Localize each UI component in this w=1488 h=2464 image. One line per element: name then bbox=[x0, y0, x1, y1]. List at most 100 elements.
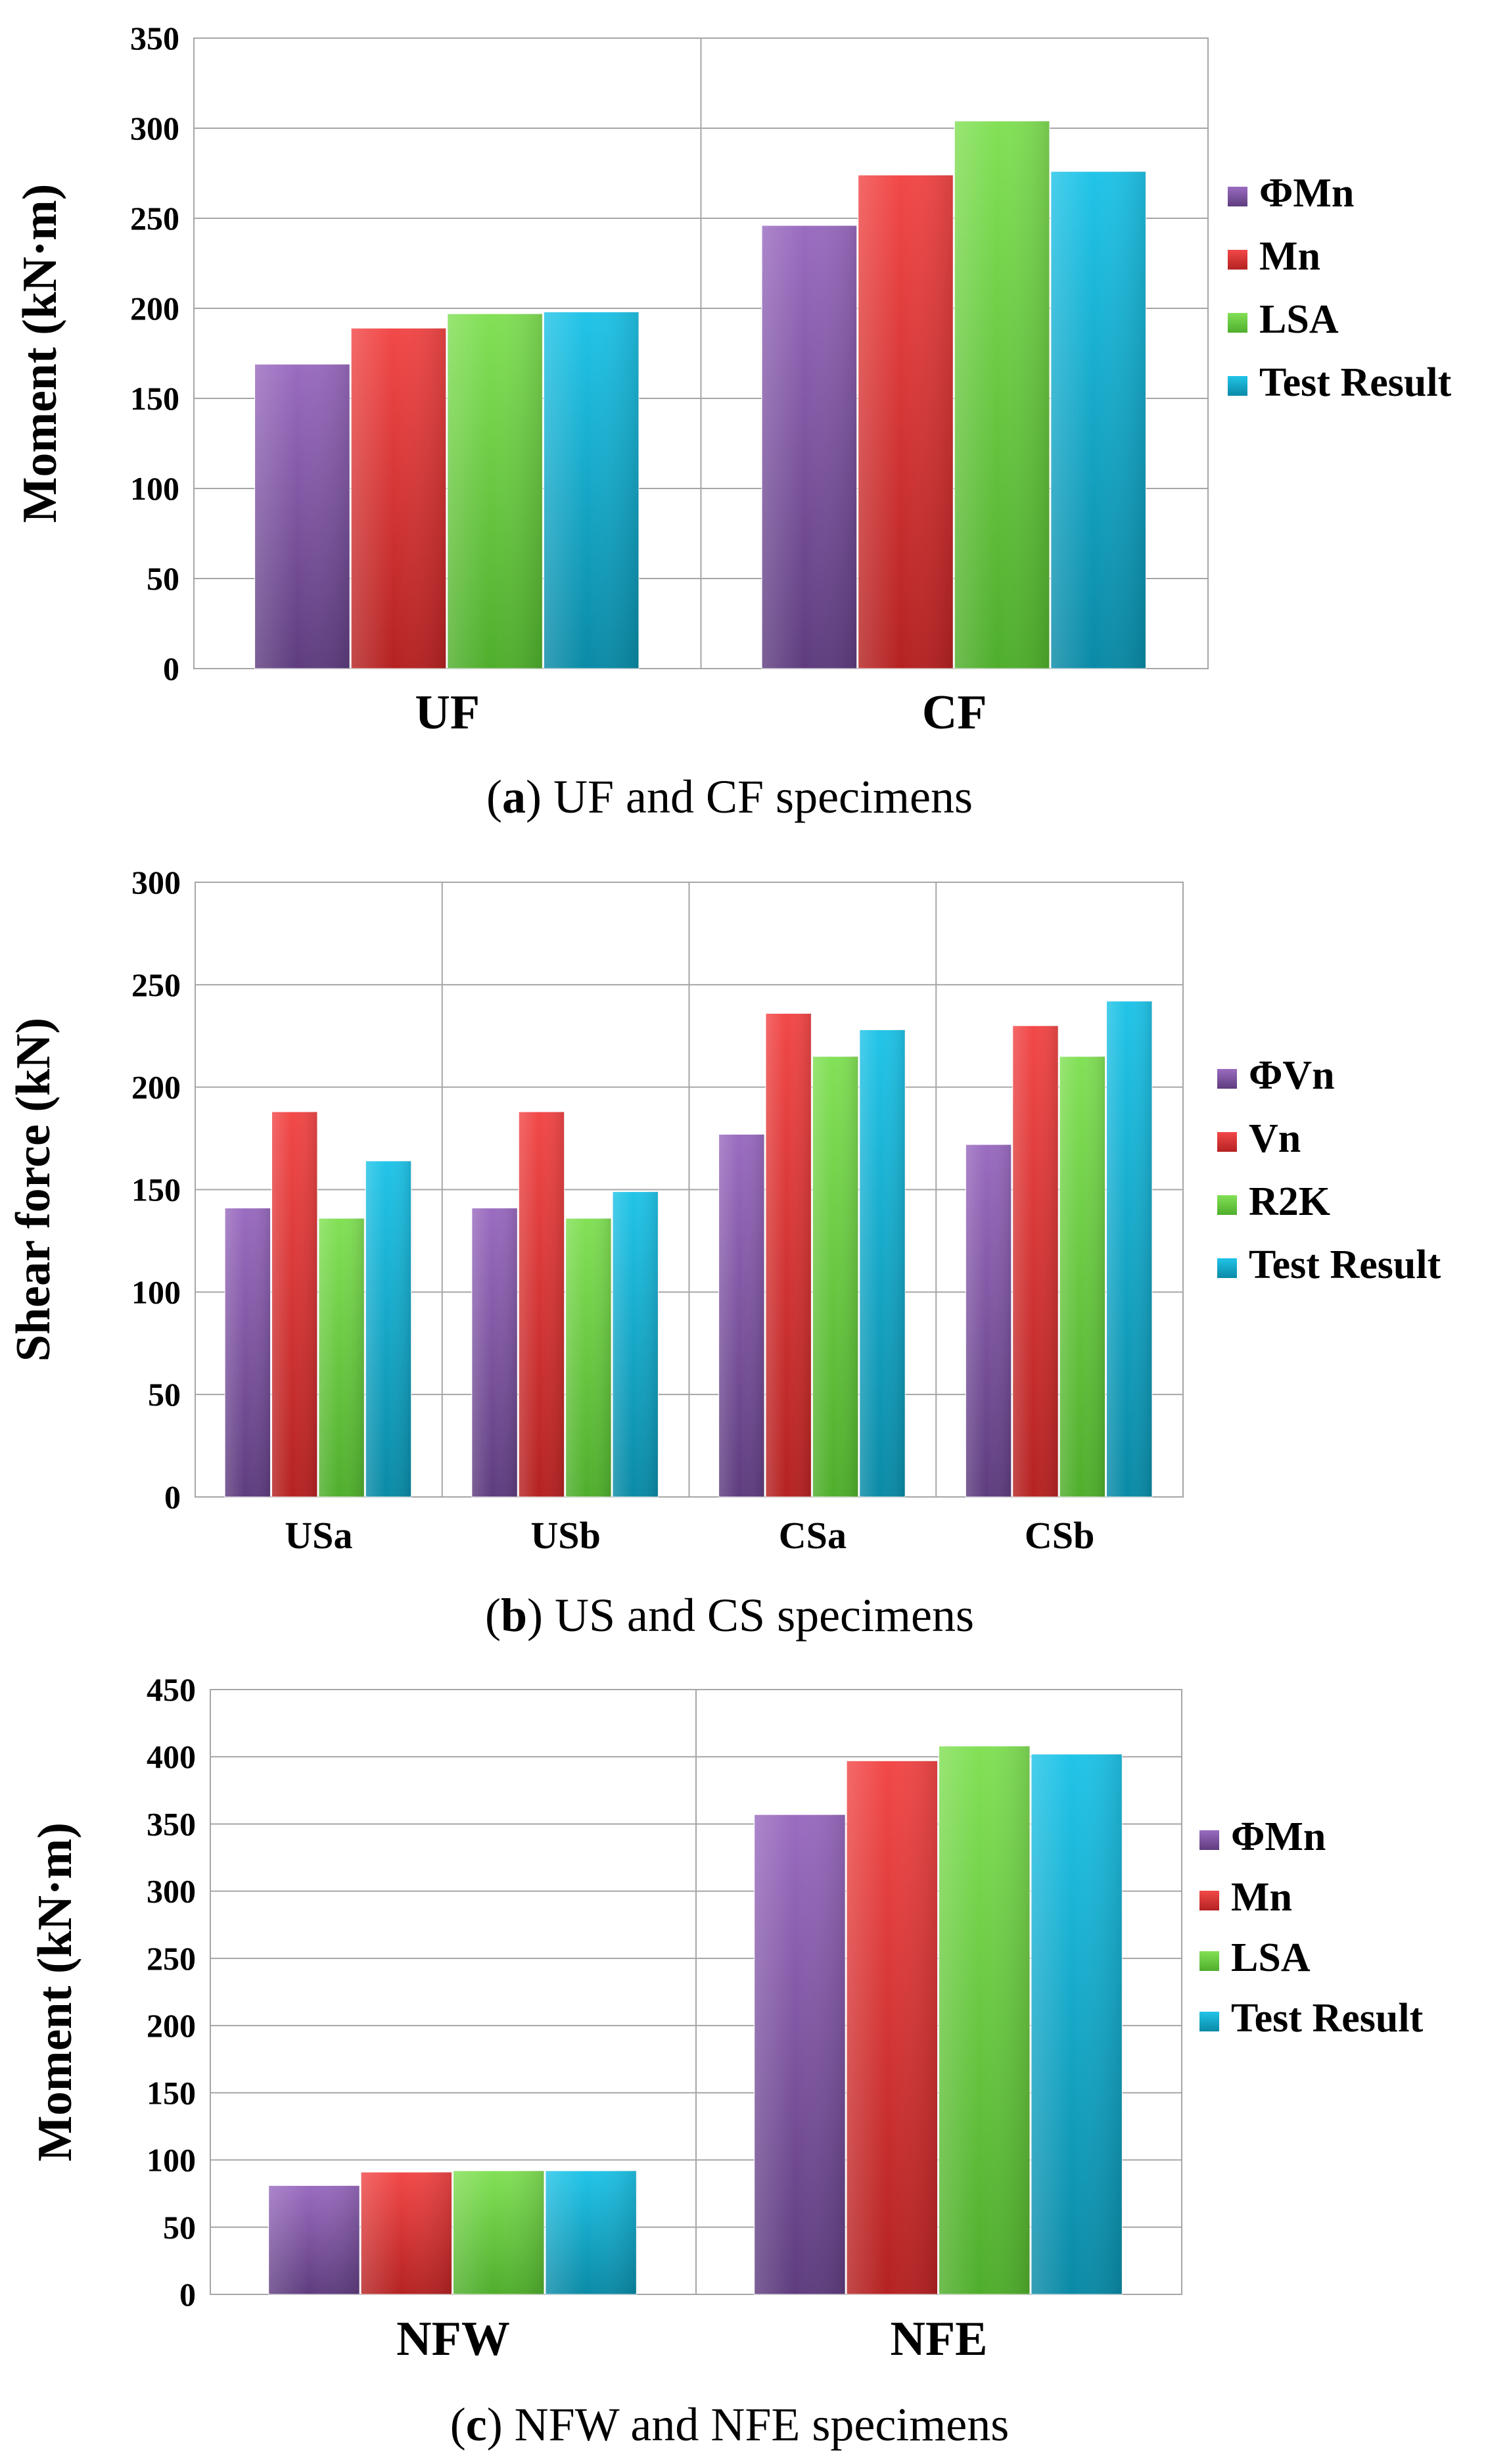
bar-highlight bbox=[254, 364, 350, 669]
bar-highlight bbox=[718, 1134, 764, 1497]
legend-label: Test Result bbox=[1259, 360, 1452, 405]
y-tick-label: 350 bbox=[130, 20, 179, 57]
bar-highlight bbox=[453, 2170, 544, 2294]
y-tick-label: 250 bbox=[147, 1940, 196, 1977]
y-tick-label: 150 bbox=[147, 2074, 196, 2111]
caption-paren: ) bbox=[527, 1589, 543, 1642]
bar-highlight bbox=[225, 1208, 271, 1497]
chart-b: 0 50 100 150 200 250 300 USa USb CSa CSb Shear forc… bbox=[7, 864, 1441, 1642]
bar-highlight bbox=[471, 1208, 518, 1497]
bar-highlight bbox=[544, 312, 639, 669]
y-axis-title: Moment (kN·m) bbox=[13, 184, 67, 523]
category-label: CF bbox=[922, 686, 987, 740]
y-tick-label: 100 bbox=[147, 2142, 196, 2179]
bar-highlight bbox=[762, 225, 857, 669]
bar-highlight bbox=[859, 1030, 906, 1497]
legend-swatch-purple bbox=[1228, 187, 1247, 206]
caption-paren: ( bbox=[485, 1589, 501, 1642]
caption-paren: ) bbox=[487, 2398, 503, 2451]
legend-label: Vn bbox=[1249, 1116, 1301, 1161]
y-axis-title: Moment (kN·m) bbox=[28, 1822, 82, 2162]
caption-text: UF and CF specimens bbox=[542, 770, 973, 823]
bar-highlight bbox=[858, 175, 954, 669]
bar-highlight bbox=[939, 1745, 1030, 2294]
y-tick-label: 400 bbox=[147, 1738, 196, 1775]
caption: (c) NFW and NFE specimens bbox=[450, 2398, 1010, 2451]
legend-label: Test Result bbox=[1249, 1243, 1441, 1287]
legend-label: ΦMn bbox=[1259, 171, 1354, 216]
category-label: USb bbox=[530, 1514, 600, 1557]
y-tick-label: 300 bbox=[147, 1873, 196, 1910]
legend-label: Test Result bbox=[1231, 1996, 1424, 2041]
legend-swatch-green bbox=[1199, 1951, 1219, 1971]
bar-highlight bbox=[754, 1814, 846, 2294]
bar-highlight bbox=[812, 1056, 858, 1497]
caption: (a) UF and CF specimens bbox=[486, 770, 973, 823]
legend: ΦVn Vn R2K Test Result bbox=[1217, 1053, 1441, 1287]
bar-highlight bbox=[318, 1218, 365, 1497]
legend-label: ΦMn bbox=[1231, 1814, 1326, 1859]
bar-highlight bbox=[268, 2185, 360, 2294]
caption-paren: ) bbox=[526, 770, 542, 823]
y-tick-label: 50 bbox=[163, 2209, 196, 2246]
bar-highlight bbox=[519, 1112, 565, 1497]
y-tick-label: 300 bbox=[130, 110, 179, 147]
y-tick-label: 200 bbox=[130, 290, 179, 327]
legend-swatch-cyan bbox=[1228, 376, 1247, 396]
legend: ΦMn Mn LSA Test Result bbox=[1199, 1814, 1424, 2041]
bar-highlight bbox=[1059, 1056, 1105, 1497]
legend-label: ΦVn bbox=[1249, 1053, 1335, 1098]
bar-highlight bbox=[1106, 1001, 1152, 1497]
category-label: NFE bbox=[891, 2312, 988, 2366]
bar-highlight bbox=[361, 2171, 452, 2294]
legend-swatch-green bbox=[1217, 1195, 1237, 1215]
bar-highlight bbox=[613, 1191, 659, 1497]
bar-highlight bbox=[365, 1160, 411, 1497]
y-tick-label: 50 bbox=[148, 1376, 181, 1413]
y-tick-label: 150 bbox=[130, 380, 179, 417]
caption-text: NFW and NFE specimens bbox=[503, 2398, 1010, 2451]
legend-swatch-cyan bbox=[1217, 1258, 1237, 1278]
bar-highlight bbox=[351, 328, 446, 669]
y-tick-label: 350 bbox=[147, 1805, 196, 1842]
caption: (b) US and CS specimens bbox=[485, 1589, 974, 1642]
chart-c: 0 50 100 150 200 250 300 350 400 450 NFW NFE Moment … bbox=[28, 1671, 1424, 2451]
y-tick-label: 0 bbox=[179, 2276, 196, 2313]
y-tick-label: 150 bbox=[131, 1172, 181, 1208]
caption-letter: b bbox=[501, 1589, 527, 1642]
y-tick-label: 0 bbox=[163, 650, 179, 687]
y-tick-label: 100 bbox=[131, 1273, 181, 1310]
bar-highlight bbox=[565, 1218, 612, 1497]
legend-swatch-red bbox=[1199, 1891, 1219, 1910]
bar-highlight bbox=[271, 1112, 317, 1497]
category-label: NFW bbox=[396, 2312, 510, 2366]
y-tick-label: 450 bbox=[147, 1671, 196, 1708]
legend-label: Mn bbox=[1231, 1875, 1292, 1920]
category-label: UF bbox=[415, 686, 480, 740]
caption-paren: ( bbox=[486, 770, 502, 823]
legend: ΦMn Mn LSA Test Result bbox=[1228, 171, 1452, 405]
legend-swatch-purple bbox=[1217, 1069, 1237, 1089]
legend-label: LSA bbox=[1231, 1935, 1311, 1980]
caption-letter: a bbox=[502, 770, 526, 823]
category-label: USa bbox=[285, 1514, 352, 1557]
y-tick-label: 100 bbox=[130, 470, 179, 507]
legend-swatch-red bbox=[1217, 1132, 1237, 1152]
legend-label: Mn bbox=[1259, 234, 1320, 279]
y-tick-label: 300 bbox=[131, 864, 181, 901]
bar-highlight bbox=[965, 1144, 1011, 1497]
y-tick-label: 200 bbox=[131, 1069, 181, 1106]
legend-label: LSA bbox=[1259, 297, 1339, 342]
y-axis-title: Shear force (kN) bbox=[7, 1018, 60, 1362]
bar-highlight bbox=[1012, 1026, 1059, 1497]
bar-highlight bbox=[1050, 171, 1146, 669]
bar-highlight bbox=[1031, 1754, 1123, 2294]
chart-a: 0 50 100 150 200 250 300 350 UF CF Moment (kN·m) ΦM… bbox=[13, 20, 1452, 823]
bar-highlight bbox=[447, 314, 543, 669]
y-tick-label: 250 bbox=[131, 966, 181, 1003]
bar-highlight bbox=[847, 1761, 938, 2294]
category-label: CSa bbox=[779, 1514, 847, 1557]
legend-swatch-green bbox=[1228, 313, 1247, 333]
y-tick-label: 50 bbox=[147, 560, 179, 597]
